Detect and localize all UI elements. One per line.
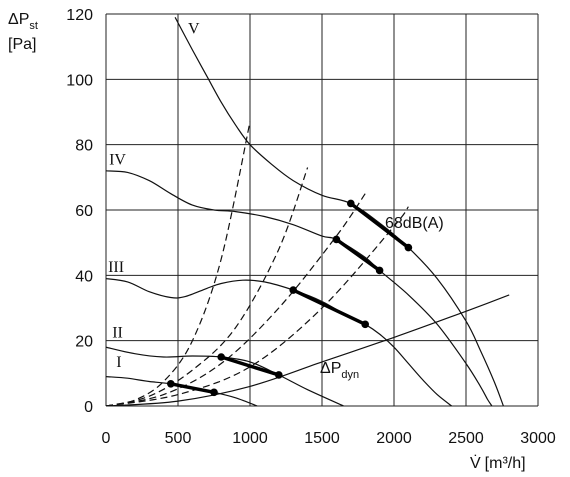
curve-label-I: I xyxy=(116,354,121,371)
system-curve-dashed-6 xyxy=(106,121,251,406)
y-tick-label: 80 xyxy=(75,138,93,155)
operating-point xyxy=(375,266,384,275)
operating-range-4 xyxy=(349,201,411,250)
operating-range-0 xyxy=(169,382,216,395)
y-tick-label: 40 xyxy=(75,268,93,285)
fan-curve-3 xyxy=(106,170,493,406)
operating-range-3 xyxy=(334,237,382,273)
operating-point xyxy=(361,320,370,329)
x-tick-label: 500 xyxy=(165,430,192,447)
curve-label-II: II xyxy=(112,324,123,341)
y-tick-label: 100 xyxy=(66,72,93,89)
x-tick-label: 1000 xyxy=(232,430,268,447)
x-tick-label: 1500 xyxy=(304,430,340,447)
y-tick-label: 60 xyxy=(75,203,93,220)
x-tick-label: 0 xyxy=(102,430,111,447)
y-axis-unit: [Pa] xyxy=(8,36,36,53)
operating-range-1 xyxy=(219,355,281,377)
operating-point xyxy=(332,235,341,244)
grid-lines xyxy=(105,13,539,407)
y-axis-title: ΔPst xyxy=(8,11,38,32)
operating-point xyxy=(217,353,225,361)
operating-segments xyxy=(167,199,413,397)
operating-point xyxy=(167,379,175,388)
y-tick-label: 20 xyxy=(75,334,93,351)
y-tick-label: 0 xyxy=(84,399,93,416)
operating-range-2 xyxy=(291,288,367,327)
dynamic-pressure-label: ΔPdyn xyxy=(320,360,359,381)
x-tick-label: 3000 xyxy=(520,430,556,447)
operating-point xyxy=(404,243,413,252)
y-tick-label: 120 xyxy=(66,7,93,24)
fan-curve-5 xyxy=(106,294,510,406)
system-curve-dashed-9 xyxy=(106,206,409,406)
curve-label-IV: IV xyxy=(109,151,126,168)
operating-point xyxy=(289,286,298,294)
tick-labels: 0 500 1000 1500 2000 2500 3000 0 20 40 60 80 100 120 xyxy=(66,7,556,447)
x-tick-label: 2000 xyxy=(376,430,412,447)
fan-curve-4 xyxy=(174,17,504,406)
curve-label-V: V xyxy=(188,21,200,38)
x-axis-title: V̇ [m³/h] xyxy=(470,454,526,472)
system-curve-dashed-7 xyxy=(106,167,309,406)
noise-level-annotation: 68dB(A) xyxy=(385,215,444,232)
operating-point xyxy=(210,388,218,397)
curve-label-III: III xyxy=(108,259,124,276)
system-curve-dashed-8 xyxy=(106,193,366,406)
performance-curves xyxy=(106,17,510,406)
x-tick-label: 2500 xyxy=(448,430,484,447)
operating-point xyxy=(347,199,355,208)
operating-point xyxy=(275,371,283,379)
